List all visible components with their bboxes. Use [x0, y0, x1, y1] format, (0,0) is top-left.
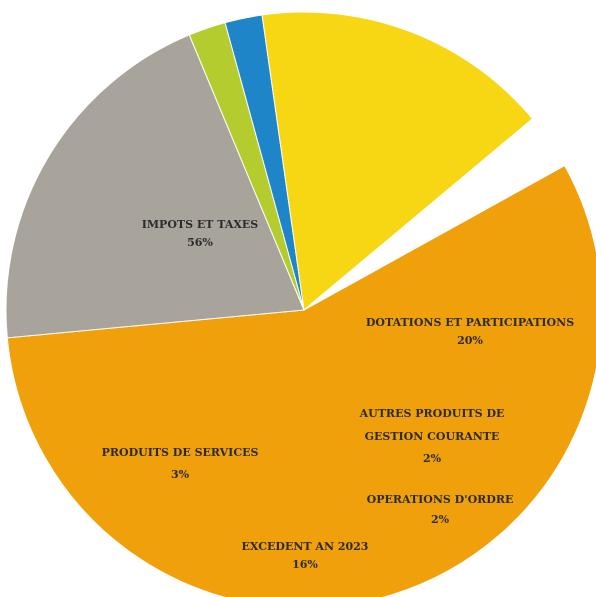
slice-value-dotations: 20% [457, 334, 483, 347]
pie-slice-impots [6, 164, 596, 597]
slice-label-dotations: DOTATIONS ET PARTICIPATIONS [366, 316, 574, 329]
pie-slice-dotations [5, 34, 305, 339]
slice-value-operations: 2% [431, 513, 450, 526]
pie-slice-excedent [261, 11, 534, 311]
slice-label-produits-services: PRODUITS DE SERVICES [102, 446, 259, 459]
slice-label-operations: OPERATIONS D'ORDRE [367, 493, 514, 506]
slice-label-autres-line1: AUTRES PRODUITS DE [359, 407, 505, 420]
slice-value-autres: 2% [423, 452, 442, 465]
pie-slices [5, 11, 596, 597]
pie-slice-produits-services [303, 118, 566, 311]
slice-label-excedent: EXCEDENT AN 2023 [242, 540, 369, 553]
slice-value-produits-services: 3% [171, 468, 190, 481]
slice-label-autres-line2: GESTION COURANTE [365, 430, 500, 443]
slice-label-impots: IMPOTS ET TAXES [142, 218, 259, 231]
slice-value-impots: 56% [187, 236, 213, 249]
slice-value-excedent: 16% [292, 558, 318, 571]
